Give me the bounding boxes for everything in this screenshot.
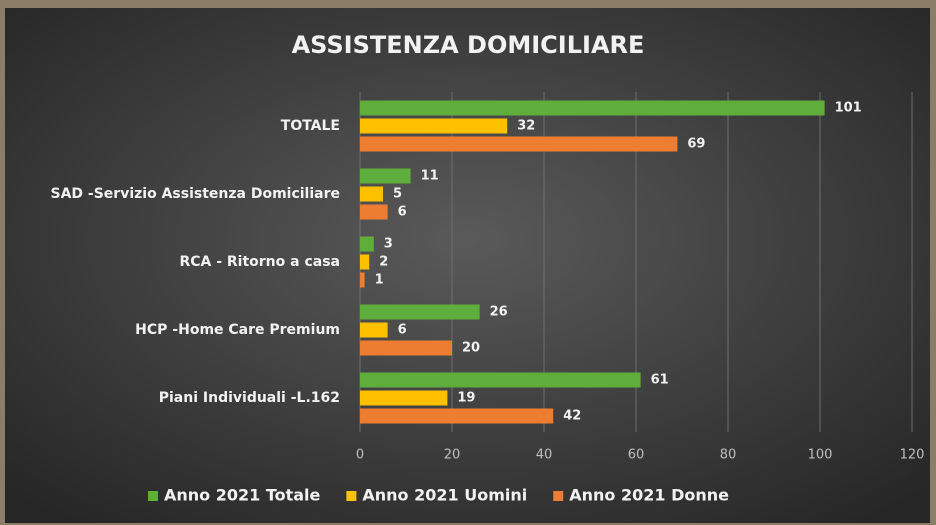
- y-tick-label: RCA - Ritorno a casa: [179, 254, 340, 270]
- bar: [360, 204, 388, 220]
- x-tick-label: 80: [720, 448, 737, 463]
- bar: [360, 186, 383, 202]
- legend-swatch: [553, 491, 564, 501]
- data-label: 42: [563, 409, 581, 424]
- data-label: 61: [651, 373, 669, 388]
- bar: [360, 236, 374, 252]
- y-tick-label: Piani Individuali -L.162: [159, 390, 340, 406]
- data-label: 20: [462, 341, 480, 356]
- data-label: 26: [490, 305, 508, 320]
- data-label: 101: [835, 101, 862, 116]
- data-label: 3: [384, 237, 393, 252]
- legend-swatch: [148, 491, 158, 501]
- legend-label: Anno 2021 Donne: [569, 486, 729, 505]
- y-tick-label: TOTALE: [281, 118, 340, 134]
- bar: [360, 408, 554, 424]
- data-label: 11: [421, 169, 439, 184]
- x-tick-label: 120: [900, 448, 925, 463]
- bar: [360, 100, 825, 116]
- x-tick-label: 20: [444, 448, 461, 463]
- legend-label: Anno 2021 Totale: [164, 486, 321, 505]
- x-tick-label: 0: [356, 448, 364, 463]
- data-label: 1: [375, 273, 384, 288]
- x-tick-label: 100: [808, 448, 833, 463]
- chart-background: [5, 8, 930, 523]
- y-tick-label: SAD -Servizio Assistenza Domiciliare: [51, 186, 341, 202]
- legend-swatch: [346, 491, 357, 501]
- bar: [360, 136, 678, 152]
- data-label: 2: [379, 255, 388, 270]
- data-label: 6: [398, 323, 407, 338]
- bar: [360, 254, 370, 270]
- bar: [360, 372, 641, 388]
- y-tick-label: HCP -Home Care Premium: [135, 322, 340, 338]
- bar: [360, 168, 411, 184]
- bar: [360, 322, 388, 338]
- bar: [360, 304, 480, 320]
- bar: [360, 340, 452, 356]
- x-tick-label: 60: [628, 448, 645, 463]
- data-label: 6: [398, 205, 407, 220]
- data-label: 32: [517, 119, 535, 134]
- bar: [360, 118, 508, 134]
- bar: [360, 272, 365, 288]
- data-label: 69: [687, 137, 705, 152]
- legend-label: Anno 2021 Uomini: [362, 486, 527, 505]
- data-label: 5: [393, 187, 402, 202]
- bar: [360, 390, 448, 406]
- chart-title: ASSISTENZA DOMICILIARE: [292, 31, 645, 59]
- x-tick-label: 40: [536, 448, 553, 463]
- data-label: 19: [457, 391, 475, 406]
